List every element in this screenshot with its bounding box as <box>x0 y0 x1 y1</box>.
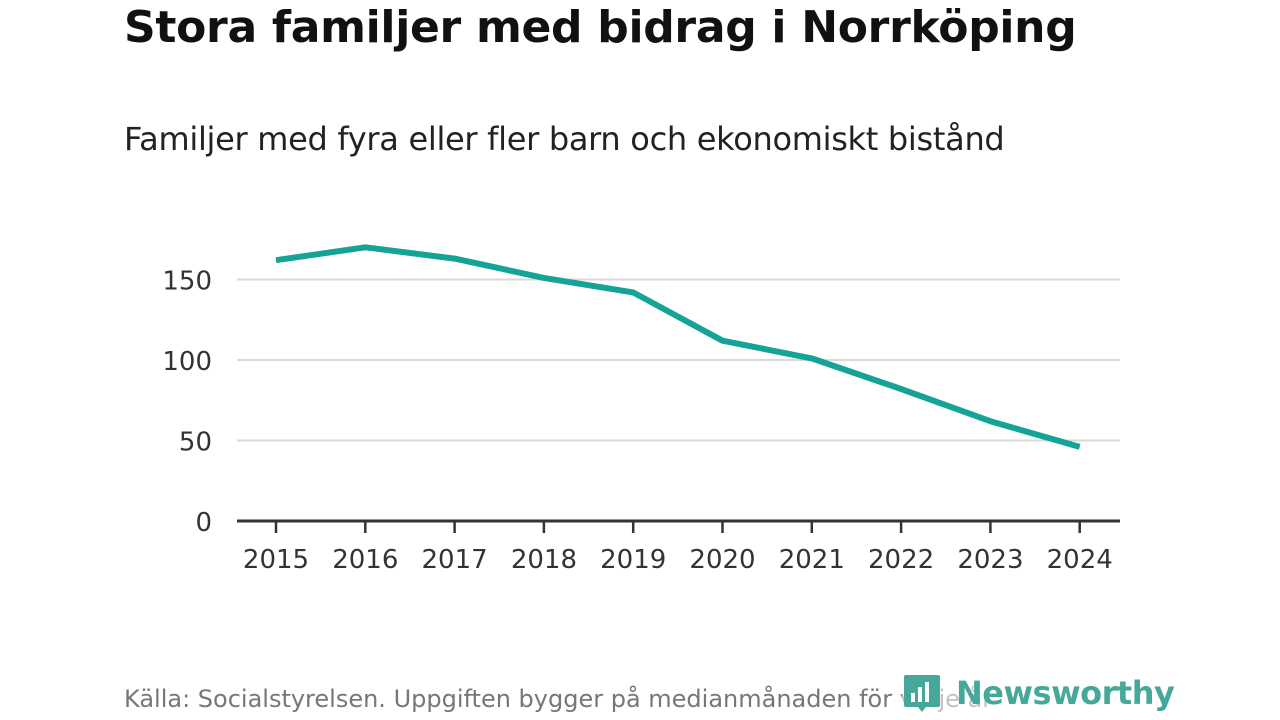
x-tick-label: 2023 <box>957 545 1023 575</box>
x-tick-label: 2019 <box>600 545 666 575</box>
y-tick-label: 0 <box>195 508 212 538</box>
y-tick-label: 150 <box>162 267 212 297</box>
data-point <box>987 418 993 424</box>
chart-subtitle: Familjer med fyra eller fler barn och ek… <box>124 120 1005 158</box>
brand: Newsworthy <box>902 670 1175 716</box>
x-tick-label: 2015 <box>243 545 309 575</box>
data-point <box>720 338 726 344</box>
data-point <box>362 244 368 250</box>
x-tick-label: 2017 <box>422 545 488 575</box>
data-point <box>809 355 815 361</box>
data-point <box>898 386 904 392</box>
x-tick-label: 2018 <box>511 545 577 575</box>
data-point <box>273 257 279 263</box>
x-tick-label: 2020 <box>689 545 755 575</box>
y-tick-label: 100 <box>162 347 212 377</box>
x-tick-label: 2024 <box>1047 545 1113 575</box>
x-tick-label: 2021 <box>779 545 845 575</box>
data-point <box>541 275 547 281</box>
chart-title: Stora familjer med bidrag i Norrköping <box>124 2 1077 53</box>
data-point <box>1077 444 1083 450</box>
series-line <box>275 244 1081 450</box>
x-tick-label: 2016 <box>332 545 398 575</box>
data-point <box>630 289 636 295</box>
x-tick-label: 2022 <box>868 545 934 575</box>
y-tick-label: 50 <box>179 428 212 458</box>
brand-name: Newsworthy <box>956 674 1175 712</box>
newsworthy-logo-icon <box>904 675 940 712</box>
source-note: Källa: Socialstyrelsen. Uppgiften bygger… <box>124 685 993 713</box>
data-point <box>452 256 458 262</box>
